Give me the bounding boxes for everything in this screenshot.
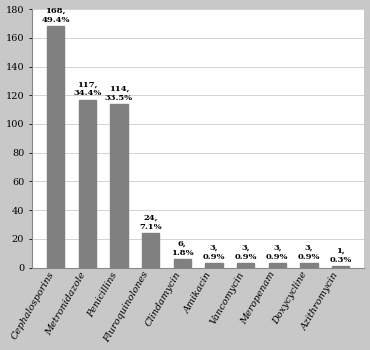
Text: 6,
1.8%: 6, 1.8% (171, 240, 194, 257)
Text: 3,
0.9%: 3, 0.9% (203, 244, 225, 261)
Bar (300, 263, 318, 267)
Bar (332, 266, 349, 267)
Bar (205, 263, 223, 267)
Bar (174, 259, 191, 267)
Text: 3,
0.9%: 3, 0.9% (234, 244, 257, 261)
Bar (110, 104, 128, 267)
Text: 114,
33.5%: 114, 33.5% (105, 84, 133, 102)
Text: 117,
34.4%: 117, 34.4% (73, 80, 101, 97)
Text: 168,
49.4%: 168, 49.4% (41, 7, 70, 24)
Bar (237, 263, 254, 267)
Text: 24,
7.1%: 24, 7.1% (139, 214, 162, 231)
Text: 3,
0.9%: 3, 0.9% (266, 244, 289, 261)
Bar (142, 233, 159, 267)
Bar (47, 26, 64, 267)
Text: 1,
0.3%: 1, 0.3% (329, 247, 352, 264)
Text: 3,
0.9%: 3, 0.9% (298, 244, 320, 261)
Bar (78, 99, 96, 267)
Bar (269, 263, 286, 267)
